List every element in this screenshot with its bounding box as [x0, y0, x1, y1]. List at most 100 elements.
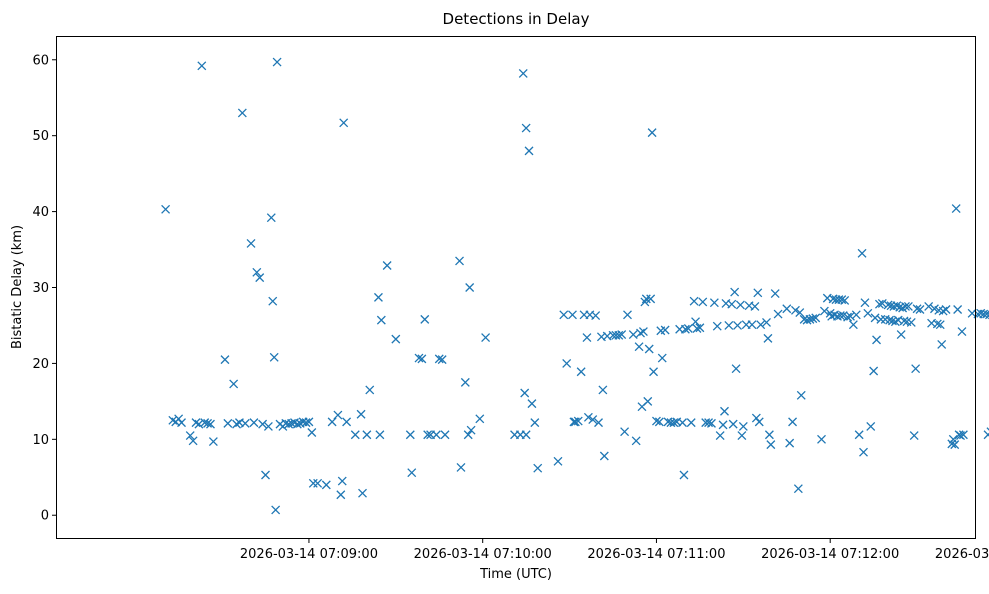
- data-point: [481, 333, 491, 343]
- data-point: [790, 305, 800, 315]
- data-point: [229, 379, 239, 389]
- data-point: [912, 304, 922, 314]
- data-point: [788, 417, 798, 427]
- data-point: [906, 317, 916, 327]
- data-point: [362, 430, 372, 440]
- data-point: [336, 490, 346, 500]
- data-point: [817, 434, 826, 444]
- data-point: [857, 248, 867, 258]
- data-point: [785, 438, 795, 448]
- data-point: [466, 425, 476, 435]
- plot-frame: [56, 36, 976, 539]
- data-point: [636, 328, 645, 338]
- data-point: [651, 416, 661, 426]
- data-point: [730, 287, 740, 297]
- data-point: [598, 385, 608, 395]
- data-point: [958, 430, 968, 440]
- data-point: [232, 419, 242, 429]
- data-point: [358, 488, 367, 498]
- data-point: [735, 300, 745, 310]
- data-point: [307, 428, 317, 437]
- data-point: [431, 430, 441, 440]
- data-point: [252, 267, 262, 277]
- data-point: [709, 298, 719, 308]
- data-point: [715, 431, 725, 440]
- data-point: [698, 297, 708, 307]
- data-point: [382, 261, 392, 270]
- data-point: [808, 314, 818, 324]
- data-point: [568, 310, 577, 320]
- data-point: [520, 388, 530, 398]
- data-point: [255, 273, 265, 283]
- data-point: [692, 324, 702, 333]
- data-point: [582, 333, 592, 343]
- data-point: [465, 283, 475, 292]
- data-point: [521, 430, 531, 440]
- y-tick-label: 30: [32, 281, 49, 296]
- data-point: [647, 128, 657, 138]
- data-point: [576, 367, 586, 377]
- data-point: [953, 305, 963, 314]
- data-point: [631, 436, 641, 446]
- data-point: [407, 468, 417, 478]
- chart-title: Detections in Delay: [443, 10, 590, 28]
- data-point: [660, 325, 670, 335]
- data-point: [203, 418, 213, 428]
- data-point: [863, 308, 873, 318]
- data-point: [588, 415, 598, 425]
- data-point: [657, 353, 667, 363]
- data-point: [524, 146, 534, 156]
- data-point: [737, 431, 747, 440]
- data-point: [877, 298, 887, 308]
- data-point: [793, 484, 803, 494]
- data-point: [391, 334, 401, 344]
- x-tick-label: 2026-03-14 07:11:00: [587, 547, 725, 562]
- data-point: [750, 302, 760, 311]
- data-point: [628, 330, 638, 340]
- data-point: [811, 313, 821, 323]
- y-axis-label: Bistatic Delay (km): [10, 225, 25, 349]
- data-point: [876, 314, 886, 324]
- data-point: [890, 317, 900, 327]
- data-point: [197, 61, 207, 71]
- data-point: [885, 315, 895, 325]
- data-point: [521, 123, 531, 133]
- data-point: [680, 324, 690, 334]
- data-point: [559, 310, 569, 320]
- data-point: [909, 431, 919, 440]
- data-point: [782, 304, 792, 314]
- data-point: [272, 57, 282, 67]
- data-point: [763, 333, 773, 343]
- data-point: [950, 440, 960, 450]
- data-point: [405, 430, 415, 440]
- data-point: [417, 354, 427, 364]
- data-point: [899, 316, 909, 326]
- x-tick-label: 2026-03-14 07:13:00: [935, 547, 989, 562]
- data-point: [951, 204, 961, 214]
- data-point: [948, 434, 958, 444]
- data-point: [924, 302, 934, 311]
- data-point: [915, 305, 925, 314]
- data-point: [533, 463, 543, 473]
- data-point: [475, 414, 485, 424]
- data-point: [177, 418, 186, 428]
- data-point: [518, 68, 528, 78]
- data-point: [957, 327, 967, 336]
- data-point: [805, 314, 815, 324]
- data-point: [764, 430, 774, 440]
- data-point: [456, 462, 466, 472]
- data-point: [669, 418, 679, 428]
- data-point: [591, 311, 601, 321]
- data-point: [268, 296, 278, 306]
- data-point: [754, 417, 764, 427]
- data-point: [337, 476, 347, 486]
- data-point: [843, 312, 853, 322]
- data-point: [208, 437, 218, 447]
- data-point: [423, 430, 433, 440]
- data-point: [527, 399, 537, 409]
- data-point: [720, 406, 729, 416]
- data-point: [191, 418, 201, 428]
- data-point: [440, 430, 450, 440]
